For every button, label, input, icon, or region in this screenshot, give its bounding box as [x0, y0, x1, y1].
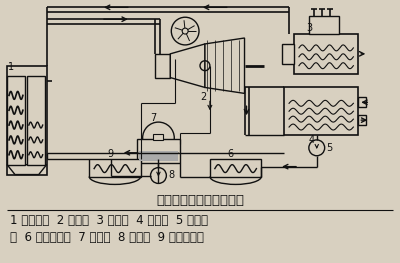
Circle shape: [182, 28, 188, 34]
Polygon shape: [170, 44, 205, 88]
Bar: [358, 115, 366, 125]
Bar: [154, 134, 163, 140]
Text: 2: 2: [200, 92, 206, 102]
Bar: [284, 88, 358, 135]
Text: 4: 4: [309, 135, 315, 145]
Text: 汽轮机发电动力装置示意: 汽轮机发电动力装置示意: [156, 194, 244, 207]
Bar: [27, 75, 45, 165]
Circle shape: [309, 140, 325, 156]
Bar: [156, 54, 170, 78]
Polygon shape: [7, 165, 47, 175]
Text: 3: 3: [306, 23, 312, 33]
Bar: [210, 159, 261, 176]
Bar: [358, 97, 366, 107]
Circle shape: [150, 168, 166, 184]
Text: 7: 7: [150, 113, 157, 123]
Bar: [282, 44, 294, 64]
Text: 1 电站锅炉  2 汽轮机  3 发电机  4 凝汽器  5 凝结水: 1 电站锅炉 2 汽轮机 3 发电机 4 凝汽器 5 凝结水: [10, 214, 208, 226]
Bar: [309, 16, 338, 34]
Bar: [7, 66, 47, 175]
Bar: [294, 34, 358, 74]
Text: 6: 6: [228, 149, 234, 159]
Text: 5: 5: [327, 143, 333, 153]
Text: 泵  6 低压加热器  7 除氧器  8 给水泵  9 高压加热器: 泵 6 低压加热器 7 除氧器 8 给水泵 9 高压加热器: [10, 231, 204, 244]
Polygon shape: [205, 38, 244, 93]
Text: 8: 8: [168, 170, 174, 180]
Bar: [139, 151, 178, 161]
Circle shape: [143, 122, 174, 154]
Bar: [137, 139, 180, 163]
Circle shape: [171, 17, 199, 45]
Bar: [89, 159, 141, 176]
Text: 1: 1: [8, 62, 14, 72]
Text: 9: 9: [107, 149, 113, 159]
Bar: [7, 75, 25, 165]
